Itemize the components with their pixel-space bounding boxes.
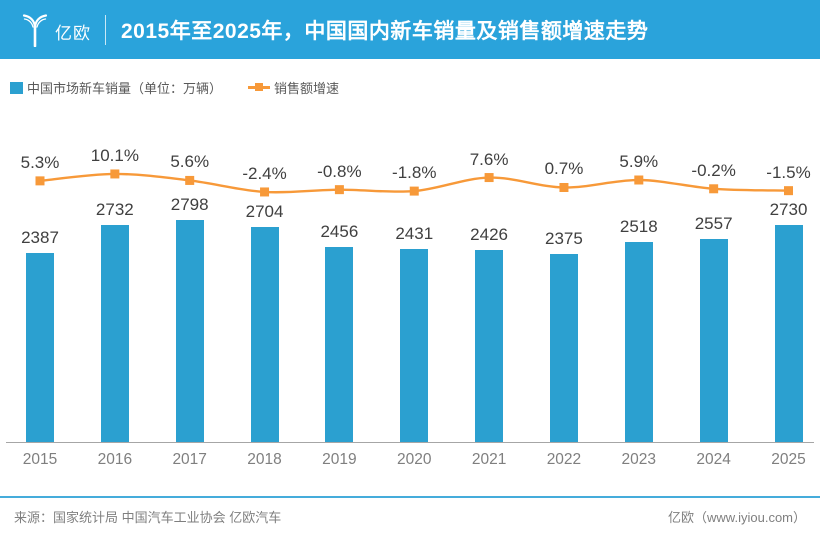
line-marker-2025 <box>784 186 793 196</box>
bar-value-2020: 2431 <box>395 224 434 243</box>
line-value-2017: 5.6% <box>170 152 210 172</box>
x-tick-2024: 2024 <box>696 451 731 468</box>
bar-value-2023: 2518 <box>619 217 658 236</box>
chart-legend: 中国市场新车销量（单位：万辆） 销售额增速 <box>10 78 339 97</box>
combo-chart: 2387 2015 5.3% 2732 2016 10.1% 2798 2017 5.6% 270… <box>0 140 820 475</box>
x-tick-2021: 2021 <box>471 451 507 468</box>
bar-2018 <box>250 227 279 442</box>
bar-value-2018: 2704 <box>245 202 284 221</box>
iyiou-logo: 亿欧 <box>20 13 91 47</box>
iyiou-logo-icon <box>22 13 48 47</box>
legend-item-line-series: 销售额增速 <box>248 78 339 97</box>
line-value-2025: -1.5% <box>766 162 811 182</box>
bar-2020 <box>400 249 429 442</box>
bar-2021 <box>475 250 504 442</box>
line-marker-2021 <box>484 173 494 183</box>
bar-2019 <box>325 247 354 442</box>
line-swatch-icon <box>248 83 271 91</box>
line-marker-2015 <box>35 176 45 186</box>
legend-item-bar-series: 中国市场新车销量（单位：万辆） <box>10 78 222 97</box>
x-tick-2017: 2017 <box>172 451 207 468</box>
line-marker-2023 <box>634 175 644 185</box>
line-marker-2018 <box>260 187 270 197</box>
x-tick-2025: 2025 <box>771 451 806 468</box>
bar-2023 <box>624 242 653 442</box>
line-value-2022: 0.7% <box>544 159 584 179</box>
line-value-2019: -0.8% <box>317 161 362 181</box>
legend-line-label: 销售额增速 <box>274 81 340 96</box>
bar-2017 <box>175 220 204 442</box>
bar-value-2015: 2387 <box>21 228 59 247</box>
header-divider <box>105 14 106 45</box>
x-tick-2019: 2019 <box>322 451 357 468</box>
x-axis-line <box>6 442 814 443</box>
bar-2024 <box>699 239 728 442</box>
line-value-2020: -1.8% <box>392 163 437 183</box>
bar-value-2021: 2426 <box>470 225 508 244</box>
growth-line-layer <box>35 169 793 197</box>
bar-value-2019: 2456 <box>320 222 359 241</box>
line-marker-2024 <box>709 184 719 194</box>
bar-2016 <box>100 225 129 442</box>
page-title: 2015年至2025年，中国国内新车销量及销售额增速走势 <box>121 19 649 43</box>
logo-text: 亿欧 <box>55 23 91 43</box>
x-tick-2018: 2018 <box>247 451 282 468</box>
bar-value-2016: 2732 <box>95 200 134 219</box>
bar-2015 <box>26 253 54 442</box>
line-value-2015: 5.3% <box>20 152 60 172</box>
x-tick-2020: 2020 <box>397 451 432 468</box>
x-tick-2015: 2015 <box>22 451 58 468</box>
line-marker-2019 <box>334 185 344 195</box>
line-marker-2020 <box>409 186 419 196</box>
line-marker-2016 <box>110 169 120 179</box>
bar-value-2022: 2375 <box>545 229 583 248</box>
line-value-2024: -0.2% <box>691 160 736 180</box>
bar-value-2017: 2798 <box>170 195 209 214</box>
footer-brand: 亿欧（www.iyiou.com） <box>668 510 806 525</box>
legend-bar-label: 中国市场新车销量（单位：万辆） <box>27 81 223 96</box>
line-marker-2022 <box>559 182 569 192</box>
line-marker-2017 <box>185 175 195 185</box>
source-text: 来源：国家统计局 中国汽车工业协会 亿欧汽车 <box>14 510 282 525</box>
x-tick-2016: 2016 <box>97 451 133 468</box>
bar-2025 <box>774 225 803 442</box>
footer-divider <box>0 496 820 498</box>
line-value-2021: 7.6% <box>469 149 509 169</box>
x-tick-2023: 2023 <box>621 451 657 468</box>
header-band: 亿欧 2015年至2025年，中国国内新车销量及销售额增速走势 <box>0 0 820 59</box>
line-value-2016: 10.1% <box>90 145 139 165</box>
line-value-2018: -2.4% <box>242 163 287 183</box>
bar-swatch-icon <box>10 81 23 94</box>
line-value-2023: 5.9% <box>619 152 659 171</box>
bar-value-2024: 2557 <box>694 214 733 233</box>
bar-value-2025: 2730 <box>769 200 808 219</box>
x-tick-2022: 2022 <box>546 451 582 468</box>
bar-2022 <box>549 254 578 442</box>
